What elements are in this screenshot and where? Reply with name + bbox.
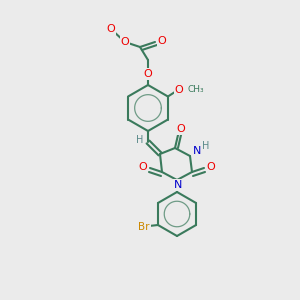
Text: O: O xyxy=(139,162,147,172)
Text: Br: Br xyxy=(138,222,150,232)
Text: N: N xyxy=(174,180,182,190)
Text: O: O xyxy=(207,162,215,172)
Text: N: N xyxy=(193,146,201,156)
Text: O: O xyxy=(175,85,183,95)
Text: O: O xyxy=(106,24,116,34)
Text: O: O xyxy=(177,124,185,134)
Text: O: O xyxy=(144,69,152,79)
Text: O: O xyxy=(158,36,166,46)
Text: CH₃: CH₃ xyxy=(187,85,204,94)
Text: O: O xyxy=(121,37,129,47)
Text: H: H xyxy=(136,135,144,145)
Text: H: H xyxy=(202,141,210,151)
